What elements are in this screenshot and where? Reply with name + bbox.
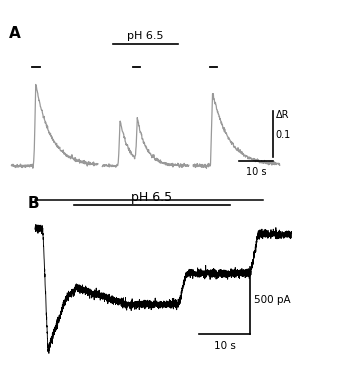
Text: A: A xyxy=(9,26,21,41)
Text: 500 pA: 500 pA xyxy=(254,295,291,305)
Text: ΔR: ΔR xyxy=(276,110,289,120)
Text: 0.1: 0.1 xyxy=(276,130,291,140)
Text: B: B xyxy=(27,196,39,211)
Text: pH 6.5: pH 6.5 xyxy=(131,191,172,204)
Text: 10 s: 10 s xyxy=(214,341,236,351)
Text: 10 s: 10 s xyxy=(246,167,266,177)
Text: pH 6.5: pH 6.5 xyxy=(127,31,164,40)
